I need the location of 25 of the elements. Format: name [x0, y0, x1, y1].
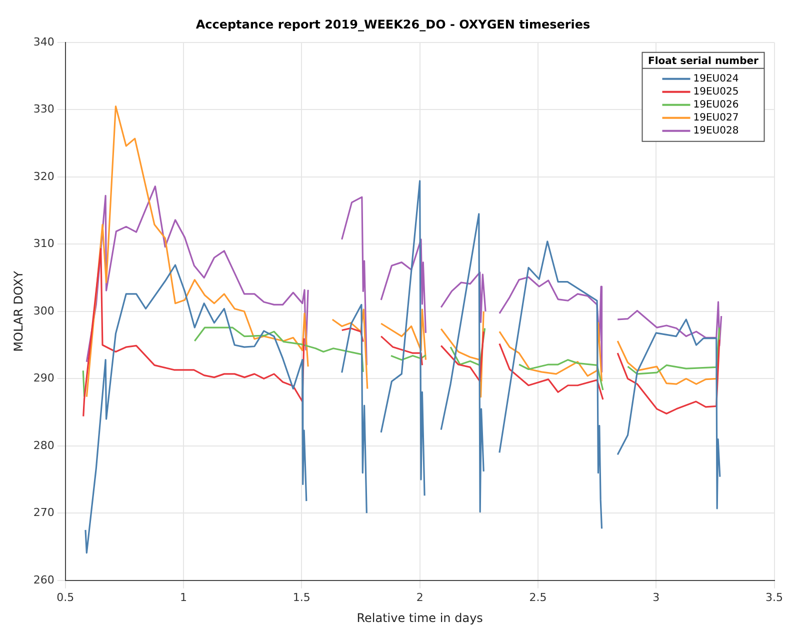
y-tick-label: 340	[33, 35, 54, 48]
x-tick-label: 1.5	[292, 590, 310, 604]
y-tick-label: 260	[33, 573, 54, 586]
y-tick-label: 270	[33, 506, 54, 520]
chart-title: Acceptance report 2019_WEEK26_DO - OXYGEN timeseries	[196, 17, 590, 32]
y-axis-title: MOLAR DOXY	[11, 270, 26, 352]
legend-label: 19EU024	[693, 73, 739, 84]
legend-title: Float serial number	[648, 56, 759, 67]
legend-label: 19EU025	[693, 86, 739, 98]
x-tick-label: 0.5	[56, 590, 74, 604]
x-tick-label: 2.5	[529, 590, 547, 604]
y-tick-label: 320	[33, 170, 54, 183]
x-axis-title: Relative time in days	[356, 610, 483, 625]
y-tick-label: 280	[33, 438, 54, 452]
legend-label: 19EU026	[693, 99, 739, 110]
x-tick-label: 3	[652, 590, 660, 604]
x-tick-label: 2	[416, 590, 424, 604]
x-tick-label: 1	[180, 590, 188, 604]
y-tick-label: 310	[33, 237, 54, 250]
x-tick-label: 3.5	[766, 590, 784, 604]
legend-label: 19EU027	[693, 112, 739, 124]
y-tick-label: 290	[33, 372, 54, 385]
legend-label: 19EU028	[693, 125, 739, 136]
y-tick-label: 330	[33, 102, 54, 116]
y-tick-label: 300	[33, 304, 54, 318]
